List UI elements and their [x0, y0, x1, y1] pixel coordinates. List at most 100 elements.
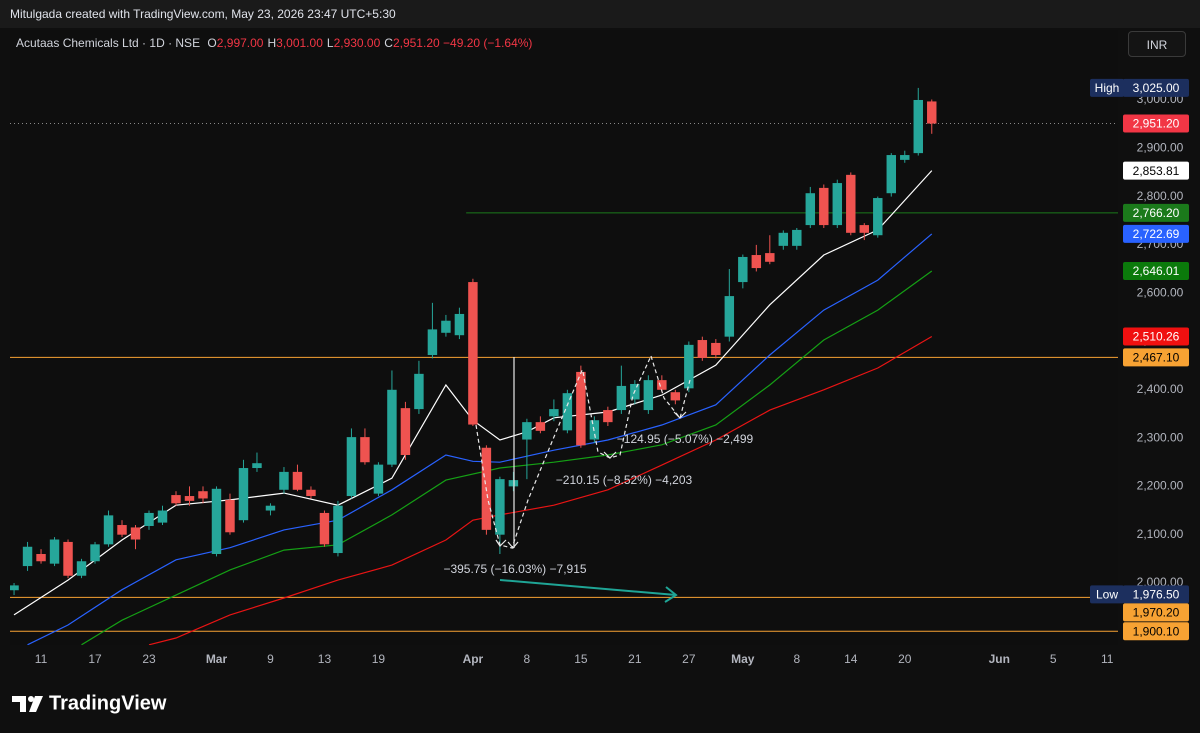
x-tick-label: 8	[524, 652, 531, 666]
candle-body	[508, 480, 519, 487]
measure-path	[582, 355, 652, 459]
price-badge	[1123, 327, 1189, 346]
candle-body	[765, 253, 775, 262]
price-tag-label: Low	[1096, 588, 1118, 602]
price-badge-label: 2,510.26	[1133, 330, 1180, 344]
y-tick-label: 2,100.00	[1137, 527, 1184, 541]
candle-body	[103, 515, 114, 545]
ohlc-value: 3,001.00	[276, 36, 323, 50]
candle-body	[684, 344, 694, 389]
price-badge-label: 1,970.20	[1133, 606, 1180, 620]
candle-body	[522, 422, 532, 440]
x-tick-label: 19	[372, 652, 386, 666]
price-badge-label: 2,722.69	[1133, 227, 1180, 241]
candle-body	[657, 380, 667, 390]
x-tick-label: 11	[35, 652, 48, 666]
candle-body	[441, 320, 451, 333]
price-badge	[1123, 603, 1189, 622]
ohlc-key: L	[326, 36, 334, 50]
candle-body	[670, 392, 681, 401]
candle-body	[873, 198, 883, 236]
x-tick-label: 15	[574, 652, 588, 666]
trend-arrow-head	[664, 586, 678, 603]
candle-body	[414, 373, 424, 410]
candle-body	[76, 561, 87, 576]
candle-body	[198, 491, 208, 499]
candle-body	[157, 510, 168, 523]
candle-body	[238, 468, 249, 521]
x-tick-label: 9	[267, 652, 274, 666]
candle-body	[792, 229, 802, 246]
ohlc-key: O	[207, 36, 217, 50]
price-badge	[1123, 585, 1189, 604]
logo-mark	[28, 696, 34, 702]
y-tick-label: 2,400.00	[1137, 382, 1184, 396]
measure-label: −124.95 (−5.07%) −2,499	[617, 432, 754, 446]
y-tick-label: 2,300.00	[1137, 430, 1184, 444]
x-tick-label: Mar	[206, 652, 228, 666]
price-badge-label: 3,025.00	[1133, 81, 1180, 95]
candle-body	[400, 408, 411, 455]
x-tick-label: 5	[1050, 652, 1057, 666]
arrow-head	[673, 411, 687, 419]
price-badge	[1123, 348, 1189, 367]
candle-body	[373, 464, 384, 494]
y-tick-label: 2,800.00	[1137, 189, 1184, 203]
currency-button[interactable]: INR	[1128, 31, 1186, 57]
candle-body	[225, 499, 235, 533]
candle-body	[846, 174, 856, 233]
x-tick-label: 14	[844, 652, 858, 666]
ohlc-value: 2,951.20	[392, 36, 440, 50]
moving-average-line	[81, 270, 933, 645]
moving-average-line	[27, 233, 933, 645]
candle-body	[535, 422, 546, 431]
ohlc-value: 2,997.00	[216, 36, 264, 50]
logo-mark	[29, 696, 43, 712]
candle-body	[63, 541, 73, 576]
candle-body	[117, 525, 127, 535]
symbol-legend: Acutaas Chemicals Ltd · 1D · NSE O2,997.…	[16, 36, 532, 50]
candle-body	[387, 389, 397, 465]
x-tick-label: 23	[142, 652, 156, 666]
candle-body	[49, 539, 60, 564]
ohlc-value: 2,930.00	[333, 36, 381, 50]
price-badge	[1123, 161, 1189, 180]
ohlc-values: O2,997.00 H3,001.00 L2,930.00 C2,951.20	[203, 36, 443, 50]
candle-body	[360, 437, 370, 463]
change-value: −49.20 (−1.64%)	[443, 36, 533, 50]
trend-arrow	[499, 579, 677, 596]
candle-body	[333, 505, 343, 554]
candle-body	[805, 193, 816, 226]
candle-body	[616, 385, 627, 411]
header-bar	[0, 0, 1200, 28]
ohlc-key: H	[267, 36, 277, 50]
candle-body	[454, 313, 465, 336]
x-tick-label: 11	[1101, 652, 1114, 666]
candle-body	[724, 296, 735, 337]
x-tick-label: May	[731, 652, 755, 666]
candle-body	[711, 342, 721, 356]
candle-body	[886, 155, 896, 194]
candle-body	[36, 554, 46, 562]
price-tag	[1090, 585, 1124, 604]
price-badge	[1123, 203, 1189, 222]
symbol-name: Acutaas Chemicals Ltd · 1D · NSE	[16, 36, 201, 50]
plot-area	[10, 30, 1118, 645]
candle-body	[306, 489, 316, 497]
candle-body	[171, 495, 181, 504]
candle-body	[211, 488, 222, 555]
measure-path	[650, 355, 691, 420]
price-badge	[1123, 261, 1189, 280]
candle-body	[130, 527, 141, 540]
price-badge-label: 2,853.81	[1133, 164, 1180, 178]
candle-body	[643, 380, 654, 411]
y-tick-label: 2,600.00	[1137, 285, 1184, 299]
x-tick-label: 20	[898, 652, 912, 666]
x-tick-label: 17	[88, 652, 102, 666]
candle-body	[697, 340, 708, 358]
price-badge-label: 2,646.01	[1133, 264, 1180, 278]
candle-body	[562, 393, 573, 431]
candle-body	[292, 471, 303, 490]
